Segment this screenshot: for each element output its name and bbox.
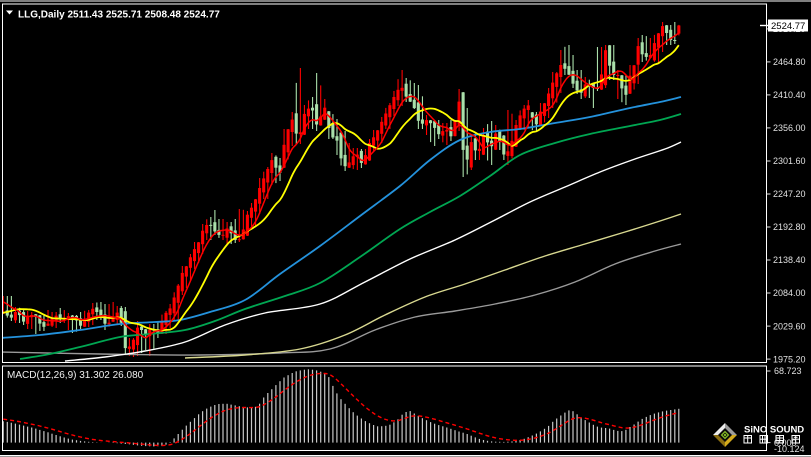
svg-text:68.723: 68.723 (774, 366, 802, 376)
svg-text:2192.80: 2192.80 (773, 222, 806, 232)
svg-text:2356.00: 2356.00 (773, 123, 806, 133)
svg-text:2138.40: 2138.40 (773, 255, 806, 265)
svg-text:2410.40: 2410.40 (773, 90, 806, 100)
svg-text:2464.80: 2464.80 (773, 57, 806, 67)
svg-text:2247.20: 2247.20 (773, 189, 806, 199)
svg-text:MACD(12,26,9) 31.302 26.080: MACD(12,26,9) 31.302 26.080 (7, 370, 144, 381)
svg-text:-10.124: -10.124 (774, 444, 805, 454)
svg-text:0.000: 0.000 (774, 438, 797, 448)
svg-text:SiNO SOUND: SiNO SOUND (744, 425, 804, 436)
svg-text:2524.77: 2524.77 (771, 21, 805, 32)
svg-text:2301.60: 2301.60 (773, 156, 806, 166)
svg-text:2029.60: 2029.60 (773, 321, 806, 331)
svg-text:1975.20: 1975.20 (773, 354, 806, 364)
svg-text:LLG,Daily 2511.43 2525.71 250: LLG,Daily 2511.43 2525.71 2508.48 2524.7… (18, 10, 220, 21)
svg-text:2084.00: 2084.00 (773, 288, 806, 298)
